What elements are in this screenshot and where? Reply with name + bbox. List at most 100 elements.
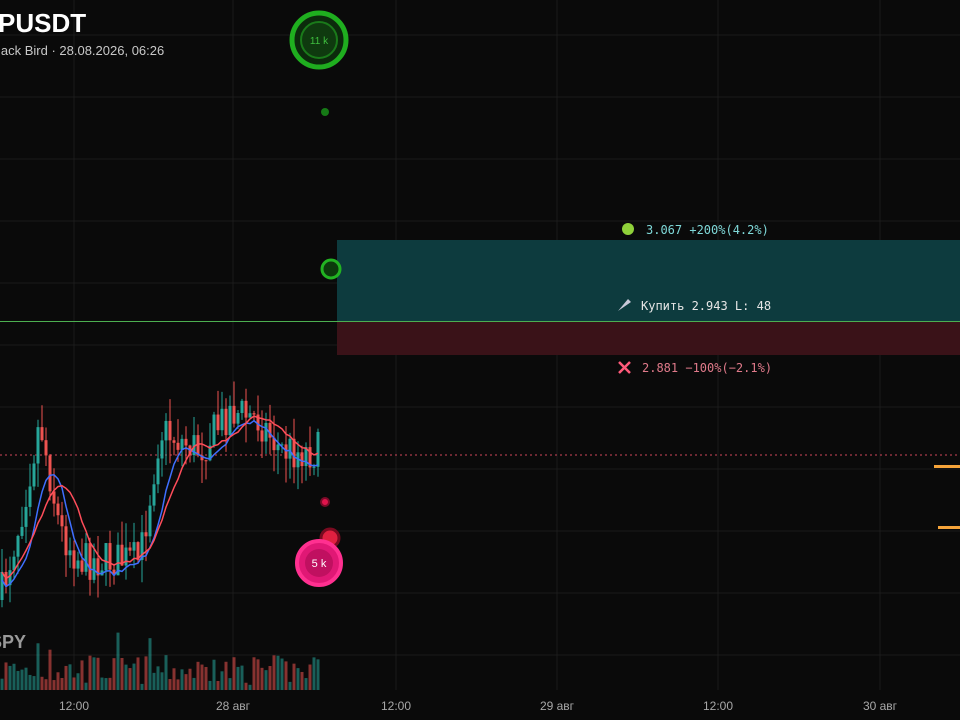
volume-bar: [28, 674, 32, 690]
candle-body: [292, 438, 296, 468]
volume-bar: [108, 677, 112, 690]
volume-bar: [176, 679, 180, 690]
volume-bar: [244, 682, 248, 690]
signal-dot: [321, 108, 329, 116]
candle-body: [304, 447, 308, 467]
volume-bar: [316, 659, 320, 690]
candle-body: [216, 414, 220, 431]
volume-bar: [280, 658, 284, 690]
volume-bar: [16, 670, 20, 690]
x-tick-label: 28 авг: [216, 699, 251, 713]
candle-body: [180, 438, 184, 450]
volume-bar: [44, 679, 48, 690]
candle-body: [208, 445, 212, 461]
volume-bar: [140, 683, 144, 690]
volume-bar: [76, 673, 80, 690]
candle-body: [300, 452, 304, 467]
volume-bar: [312, 657, 316, 690]
candle-body: [200, 455, 204, 461]
volume-bar: [172, 668, 176, 690]
volume-bar: [148, 638, 152, 690]
candle-body: [144, 532, 148, 537]
candle-body: [24, 506, 28, 527]
volume-bar: [272, 655, 276, 690]
candle-body: [16, 535, 20, 557]
candle-body: [140, 532, 144, 560]
marker-bottom-label: 5 k: [312, 558, 327, 570]
volume-bar: [48, 649, 52, 690]
stop-loss-zone: [337, 322, 960, 355]
candle-body: [108, 543, 112, 570]
volume-bar: [80, 660, 84, 690]
volume-bar: [296, 668, 300, 690]
volume-bar: [116, 632, 120, 690]
volume-bar: [212, 659, 216, 690]
x-tick-label: 30 авг: [863, 699, 898, 713]
volume-bar: [160, 672, 164, 690]
candle-body: [168, 420, 172, 441]
volume-bar: [200, 664, 204, 690]
volume-bar: [300, 671, 304, 690]
tp-icon: [622, 223, 634, 235]
volume-bar: [168, 679, 172, 690]
candle-body: [288, 438, 292, 459]
candle-body: [224, 408, 228, 436]
candle-body: [232, 405, 236, 424]
candle-body: [244, 400, 248, 418]
volume-bar: [284, 661, 288, 690]
candle-body: [20, 526, 24, 536]
volume-bar: [88, 655, 92, 690]
volume-bar: [32, 676, 36, 690]
candle-body: [184, 438, 188, 446]
volume-bar: [40, 676, 44, 690]
volume-bar: [252, 657, 256, 690]
candle-body: [8, 570, 12, 586]
x-tick-label: 12:00: [703, 699, 733, 713]
candle-body: [124, 547, 128, 566]
candle-body: [176, 442, 180, 450]
volume-bar: [100, 677, 104, 690]
volume-bar: [12, 663, 16, 690]
candle-body: [132, 542, 136, 551]
candle-body: [240, 400, 244, 414]
x-tick-label: 12:00: [381, 699, 411, 713]
ma-blue: [1, 419, 319, 588]
volume-bar: [164, 655, 168, 690]
candle-body: [128, 547, 132, 551]
stop-loss-label: 2.881 −100%(−2.1%): [642, 361, 772, 375]
entry-icon: [618, 299, 631, 311]
candle-body: [76, 560, 80, 569]
sl-icon: [618, 361, 631, 374]
candle-body: [44, 440, 48, 456]
volume-bar: [56, 672, 60, 690]
candle-body: [260, 430, 264, 442]
x-tick-label: 12:00: [59, 699, 89, 713]
candle-body: [252, 413, 256, 415]
candle-body: [68, 550, 72, 556]
candle-body: [256, 414, 260, 431]
volume-bar: [120, 657, 124, 690]
volume-bar: [92, 657, 96, 690]
candle-body: [164, 420, 168, 441]
volume-bar: [8, 665, 12, 690]
candle-body: [28, 486, 32, 507]
x-tick-label: 29 авг: [540, 699, 575, 713]
volume-bar: [304, 678, 308, 690]
volume-bar: [268, 666, 272, 690]
candle-body: [312, 466, 316, 468]
volume-bar: [236, 666, 240, 690]
candle-body: [308, 447, 312, 468]
take-profit-zone: [337, 240, 960, 321]
candle-body: [60, 515, 64, 527]
volume-bar: [156, 666, 160, 690]
volume-bar: [104, 678, 108, 690]
signal-dot: [320, 258, 342, 280]
volume-bar: [260, 667, 264, 690]
candle-body: [96, 558, 100, 576]
subtitle: lack Bird · 28.08.2026, 06:26: [0, 43, 164, 58]
volume-bar: [308, 664, 312, 690]
candle-body: [156, 458, 160, 485]
volume-bar: [72, 677, 76, 690]
